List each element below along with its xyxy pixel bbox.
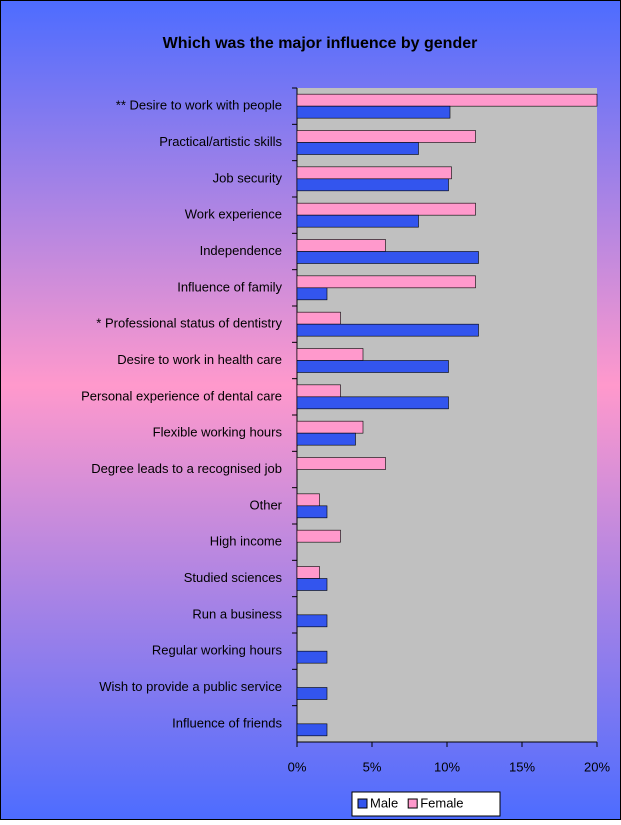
legend-swatch — [357, 798, 368, 809]
bar — [296, 360, 449, 373]
chart-title: Which was the major influence by gender — [163, 35, 478, 52]
bar — [296, 396, 449, 410]
bar — [296, 275, 476, 289]
y-tick-label: * Professional status of dentistry — [96, 316, 282, 331]
bar — [296, 420, 364, 434]
y-tick-label: Flexible working hours — [153, 425, 283, 440]
bar — [296, 614, 328, 628]
bar — [296, 311, 341, 325]
legend-label: Female — [420, 795, 463, 810]
bar — [296, 105, 451, 119]
y-tick-label: Wish to provide a public service — [99, 679, 282, 694]
bar — [296, 457, 386, 470]
y-tick-label: Desire to work in health care — [117, 352, 282, 367]
bar — [296, 529, 341, 543]
bar — [296, 384, 341, 398]
y-tick-label: Influence of family — [177, 279, 282, 294]
x-tick-label: 10% — [434, 759, 460, 774]
bar — [296, 432, 356, 446]
bar — [296, 93, 598, 107]
x-tick-label: 5% — [363, 759, 382, 774]
bar — [296, 214, 419, 228]
bar — [296, 578, 328, 591]
bar — [296, 505, 328, 519]
bar — [296, 493, 320, 507]
bar — [296, 687, 328, 700]
y-tick-label: Work experience — [185, 207, 282, 222]
bar — [296, 287, 328, 301]
y-tick-label: Influence of friends — [172, 715, 282, 730]
bar — [296, 142, 419, 155]
bar — [296, 723, 328, 737]
x-tick-label: 20% — [584, 759, 610, 774]
bar — [296, 251, 479, 264]
y-tick-label: Personal experience of dental care — [81, 388, 282, 403]
plot-area — [297, 88, 597, 742]
y-tick-label: Regular working hours — [152, 643, 283, 658]
bar — [296, 166, 452, 180]
bar — [296, 178, 449, 192]
y-tick-label: Independence — [200, 243, 282, 258]
legend-swatch — [407, 798, 418, 809]
x-tick-label: 0% — [288, 759, 307, 774]
bar — [296, 348, 364, 361]
y-tick-label: Job security — [213, 170, 283, 185]
bar — [296, 650, 328, 664]
y-tick-label: Practical/artistic skills — [159, 134, 282, 149]
y-tick-label: High income — [210, 534, 282, 549]
bar — [296, 566, 320, 579]
y-tick-label: Run a business — [192, 606, 282, 621]
y-tick-label: Degree leads to a recognised job — [91, 461, 282, 476]
legend-box — [351, 791, 501, 817]
y-tick-label: Other — [249, 497, 282, 512]
bar — [296, 323, 479, 337]
legend-label: Male — [370, 795, 398, 810]
x-tick-label: 15% — [509, 759, 535, 774]
y-tick-label: Studied sciences — [184, 570, 283, 585]
y-tick-label: ** Desire to work with people — [116, 98, 282, 113]
bar — [296, 202, 476, 216]
bar — [296, 239, 386, 252]
bar — [296, 130, 476, 143]
